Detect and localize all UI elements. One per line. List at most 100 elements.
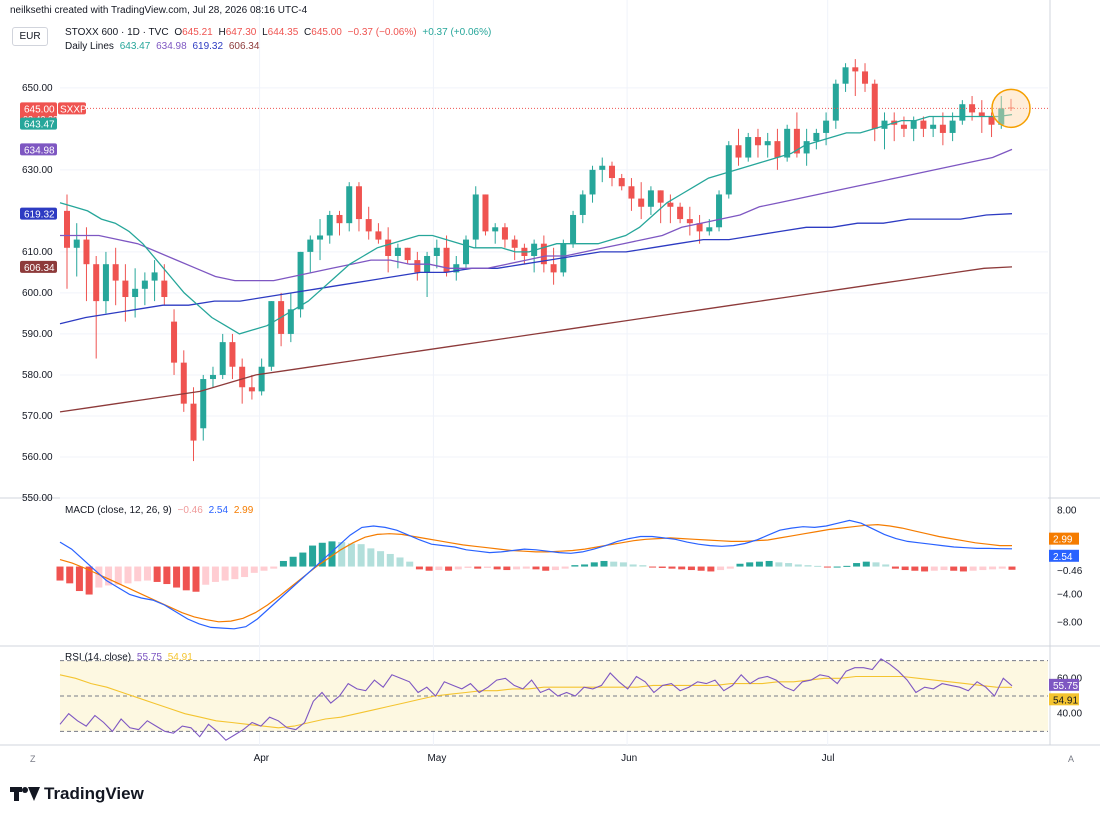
- macd-histogram-bar: [590, 562, 598, 567]
- macd-histogram-bar: [114, 566, 122, 585]
- candle-body: [472, 194, 479, 240]
- auto-scale-button[interactable]: A: [1068, 754, 1075, 764]
- y-tick-label: 650.00: [22, 83, 53, 94]
- y-tick-label: 610.00: [22, 247, 53, 258]
- macd-histogram-bar: [794, 564, 802, 567]
- macd-histogram-bar: [367, 548, 375, 567]
- macd-histogram-bar: [668, 566, 676, 569]
- candle-body: [443, 247, 450, 273]
- macd-histogram-bar: [347, 543, 355, 567]
- macd-axis-label: 2.54: [1053, 552, 1073, 563]
- macd-histogram-bar: [503, 566, 511, 571]
- candle-body: [725, 145, 732, 195]
- zoom-reset-button[interactable]: Z: [30, 754, 36, 764]
- rsi-tick-label: 60.00: [1057, 673, 1082, 684]
- macd-histogram-bar: [163, 566, 171, 585]
- macd-histogram-bar: [823, 566, 831, 568]
- candle-body: [375, 231, 382, 240]
- macd-histogram-bar: [241, 566, 249, 578]
- price-label-text: 634.98: [24, 145, 55, 156]
- macd-histogram-bar: [153, 566, 161, 582]
- macd-histogram-bar: [853, 563, 861, 567]
- price-label-text: 606.34: [24, 263, 55, 274]
- macd-histogram-bar: [649, 566, 657, 568]
- candle-body: [385, 239, 392, 256]
- candle-body: [180, 362, 187, 404]
- y-tick-label: 590.00: [22, 329, 53, 340]
- highlight-circle: [991, 88, 1031, 129]
- macd-histogram-bar: [843, 565, 851, 567]
- low-value: 644.35: [267, 27, 299, 38]
- macd-line: [59, 519, 1013, 630]
- macd-histogram-bar: [940, 566, 948, 571]
- macd-histogram-bar: [522, 566, 530, 569]
- open-value: 645.21: [182, 27, 213, 38]
- macd-hist-axis-label: −0.46: [1057, 566, 1083, 577]
- macd-histogram-bar: [513, 566, 521, 570]
- candle-body: [793, 128, 800, 154]
- symbol-badge-box: [58, 102, 86, 115]
- candle-body: [823, 120, 830, 133]
- macd-histogram-bar: [75, 566, 83, 592]
- macd-legend: MACD (close, 12, 26, 9) −0.46 2.54 2.99: [65, 505, 256, 516]
- macd-histogram-bar: [357, 544, 365, 567]
- macd-histogram-bar: [192, 566, 200, 592]
- candle-body: [151, 272, 158, 281]
- price-label-box: [20, 117, 57, 130]
- macd-tick-label: −4.00: [1057, 590, 1083, 601]
- candle-body: [784, 128, 791, 158]
- macd-histogram-bar: [872, 562, 880, 567]
- candle-body: [394, 247, 401, 256]
- candle-body: [716, 194, 723, 228]
- macd-histogram-bar: [299, 552, 307, 567]
- currency-button[interactable]: EUR: [12, 27, 48, 46]
- macd-histogram-bar: [600, 560, 608, 567]
- candle-body: [404, 247, 411, 261]
- rsi-axis-label-box: [1049, 693, 1079, 706]
- y-tick-label: 580.00: [22, 370, 53, 381]
- macd-histogram-bar: [134, 566, 142, 582]
- rsi-axis-label: 54.91: [1053, 695, 1078, 706]
- candle-body: [161, 280, 168, 298]
- candle-body: [540, 243, 547, 265]
- macd-histogram-bar: [124, 566, 132, 584]
- credit-line: neilksethi created with TradingView.com,…: [10, 5, 308, 16]
- macd-histogram-bar: [581, 564, 589, 567]
- brand: TradingView: [10, 784, 144, 804]
- macd-histogram-bar: [377, 551, 385, 567]
- candle-body: [83, 239, 90, 265]
- candle-body: [910, 120, 917, 129]
- macd-histogram-bar: [765, 560, 773, 567]
- x-tick-label: May: [427, 753, 446, 764]
- candle-body: [920, 120, 927, 129]
- rsi-ma-value: 54.91: [167, 652, 193, 663]
- macd-histogram-bar: [785, 563, 793, 567]
- candle-body: [346, 186, 353, 224]
- macd-axis-label: 2.99: [1053, 535, 1073, 546]
- candle-body: [511, 239, 518, 248]
- macd-histogram-bar: [619, 562, 627, 567]
- macd-axis-label-box: [1049, 549, 1079, 562]
- macd-histogram-bar: [182, 566, 190, 591]
- macd-histogram-bar: [338, 542, 346, 567]
- x-tick-label: Jul: [822, 753, 835, 764]
- y-tick-label: 570.00: [22, 411, 53, 422]
- candle-body: [706, 227, 713, 232]
- macd-histogram-bar: [891, 566, 899, 569]
- candle-body: [647, 190, 654, 207]
- macd-histogram-bar: [959, 566, 967, 572]
- macd-histogram-bar: [707, 566, 715, 572]
- macd-histogram-bar: [571, 565, 579, 567]
- candle-body: [239, 366, 246, 388]
- candle-body: [628, 186, 635, 199]
- macd-signal-value: 2.99: [233, 505, 254, 516]
- macd-histogram-bar: [211, 566, 219, 582]
- macd-histogram-bar: [202, 566, 210, 585]
- dl-ma20: 643.47: [119, 41, 151, 52]
- macd-histogram-bar: [279, 560, 287, 567]
- macd-histogram-bar: [464, 566, 472, 568]
- macd-histogram-bar: [474, 566, 482, 569]
- rsi-tick-label: 40.00: [1057, 709, 1082, 720]
- ma200-line: [59, 266, 1013, 413]
